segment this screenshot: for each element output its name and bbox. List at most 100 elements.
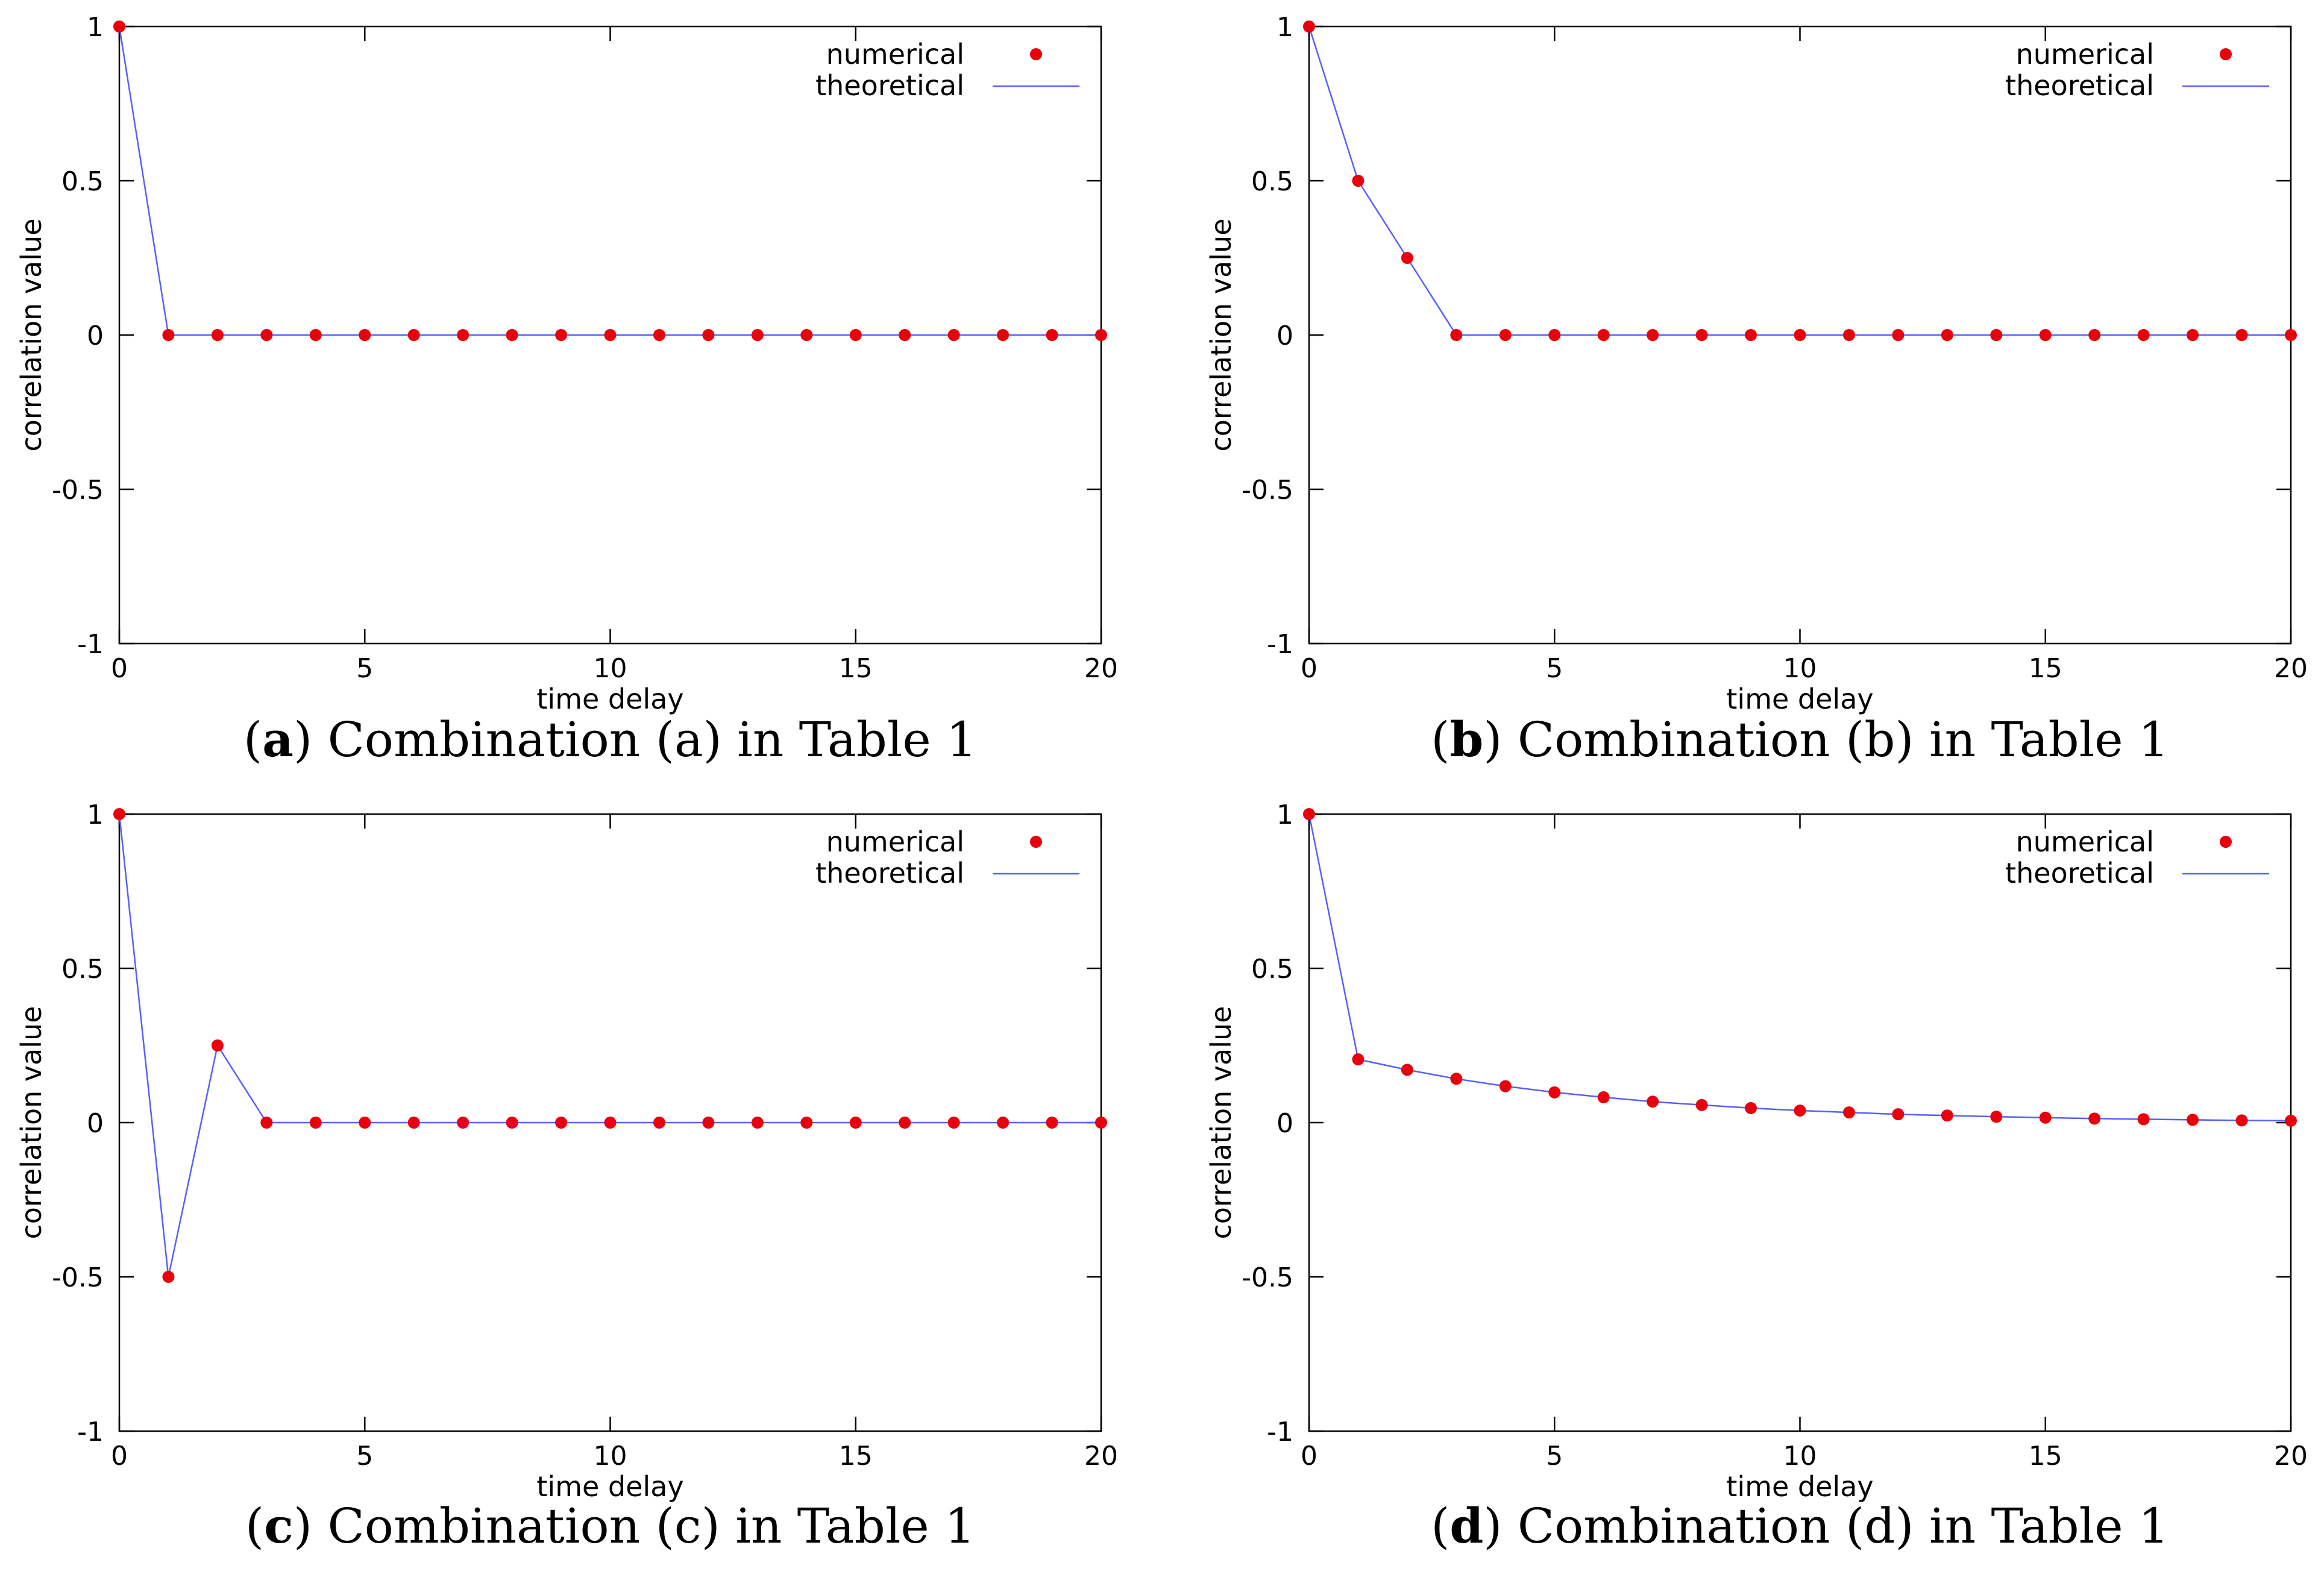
x-tick-label: 0 [1301, 1441, 1317, 1471]
legend-label-numerical: numerical [826, 38, 964, 71]
data-point-numerical [1303, 20, 1315, 33]
data-point-numerical [113, 808, 125, 820]
x-tick-label: 10 [1783, 1441, 1817, 1471]
data-point-numerical [260, 1117, 273, 1129]
legend-label-theoretical: theoretical [815, 69, 964, 102]
data-point-numerical [211, 1039, 224, 1051]
y-tick-label: -1 [77, 629, 104, 660]
x-tick-label: 20 [2274, 1441, 2308, 1471]
x-tick-label: 10 [1783, 653, 1817, 684]
x-tick-label: 10 [594, 653, 627, 684]
caption-text: ) Combination (d) in Table 1 [1483, 1498, 2169, 1554]
data-point-numerical [751, 1117, 764, 1129]
data-point-numerical [1548, 1086, 1561, 1099]
caption-open-paren: ( [245, 1498, 264, 1554]
legend-label-theoretical: theoretical [2005, 857, 2154, 889]
data-point-numerical [1499, 329, 1512, 341]
data-point-numerical [555, 1117, 568, 1129]
x-tick-label: 5 [356, 653, 373, 684]
y-tick-label: -0.5 [1242, 1262, 1293, 1293]
data-point-numerical [1352, 1053, 1365, 1066]
data-point-numerical [1352, 175, 1365, 187]
x-tick-label: 15 [839, 1441, 873, 1471]
data-point-numerical [1597, 1091, 1610, 1104]
legend-marker-numerical [1030, 836, 1042, 848]
data-point-numerical [2285, 329, 2297, 341]
y-axis-label: correlation value [1205, 218, 1237, 451]
y-axis-label: correlation value [15, 218, 48, 451]
data-point-numerical [604, 1117, 617, 1129]
data-point-numerical [1046, 1117, 1058, 1129]
data-point-numerical [1095, 329, 1107, 341]
data-point-numerical [849, 1117, 862, 1129]
x-tick-label: 5 [1546, 653, 1563, 684]
y-tick-label: -1 [1267, 1417, 1293, 1447]
data-point-numerical [849, 329, 862, 341]
data-point-numerical [1745, 1102, 1757, 1114]
data-point-numerical [506, 329, 518, 341]
caption-letter: c [264, 1497, 294, 1554]
y-tick-label: 0.5 [1251, 954, 1293, 985]
data-point-numerical [1401, 1064, 1413, 1076]
x-axis-label: time delay [1726, 1470, 1873, 1503]
data-point-numerical [1941, 329, 1953, 341]
y-tick-label: 0 [87, 1108, 104, 1139]
y-axis-label: correlation value [1205, 1006, 1237, 1239]
data-point-numerical [604, 329, 617, 341]
data-point-numerical [997, 1117, 1010, 1129]
x-tick-label: 20 [2274, 653, 2308, 684]
data-point-numerical [359, 1117, 371, 1129]
legend-marker-numerical [2220, 836, 2232, 848]
data-point-numerical [1695, 1099, 1708, 1111]
legend-label-theoretical: theoretical [2005, 69, 2154, 102]
x-tick-label: 0 [1301, 653, 1317, 684]
data-point-numerical [899, 329, 911, 341]
data-point-numerical [555, 329, 568, 341]
data-point-numerical [1450, 329, 1463, 341]
data-point-numerical [211, 329, 224, 341]
x-axis-label: time delay [536, 683, 683, 715]
data-point-numerical [1095, 1117, 1107, 1129]
data-point-numerical [2088, 329, 2101, 341]
data-point-numerical [2137, 329, 2150, 341]
data-point-numerical [1303, 808, 1315, 820]
x-tick-label: 20 [1084, 653, 1118, 684]
y-tick-label: 1 [87, 12, 104, 43]
data-point-numerical [457, 1117, 470, 1129]
data-point-numerical [2088, 1112, 2101, 1125]
x-tick-label: 10 [594, 1441, 627, 1471]
legend-label-numerical: numerical [2016, 826, 2154, 858]
x-tick-label: 0 [111, 1441, 128, 1471]
legend-marker-numerical [2220, 48, 2232, 60]
data-point-numerical [1647, 329, 1659, 341]
data-point-numerical [947, 329, 960, 341]
y-tick-label: 0 [1277, 321, 1293, 351]
x-tick-label: 5 [1546, 1441, 1563, 1471]
data-point-numerical [1990, 329, 2003, 341]
legend-label-theoretical: theoretical [815, 857, 964, 889]
data-point-numerical [1597, 329, 1610, 341]
data-point-numerical [457, 329, 470, 341]
data-point-numerical [2039, 329, 2052, 341]
caption-letter: d [1449, 1497, 1483, 1554]
x-axis-label: time delay [1726, 683, 1873, 715]
data-point-numerical [1499, 1080, 1512, 1092]
panel-caption: (b) Combination (b) in Table 1 [1431, 711, 2169, 768]
panel-caption: (d) Combination (d) in Table 1 [1431, 1497, 2169, 1554]
caption-open-paren: ( [243, 712, 262, 768]
data-point-numerical [1794, 329, 1806, 341]
data-point-numerical [1990, 1111, 2003, 1123]
panel-caption: (a) Combination (a) in Table 1 [243, 711, 977, 768]
y-tick-label: 0 [87, 321, 104, 351]
legend-marker-numerical [1030, 48, 1042, 60]
data-point-numerical [1941, 1109, 1953, 1122]
data-point-numerical [800, 1117, 813, 1129]
data-point-numerical [1647, 1095, 1659, 1108]
data-point-numerical [2285, 1114, 2297, 1127]
data-point-numerical [309, 329, 322, 341]
